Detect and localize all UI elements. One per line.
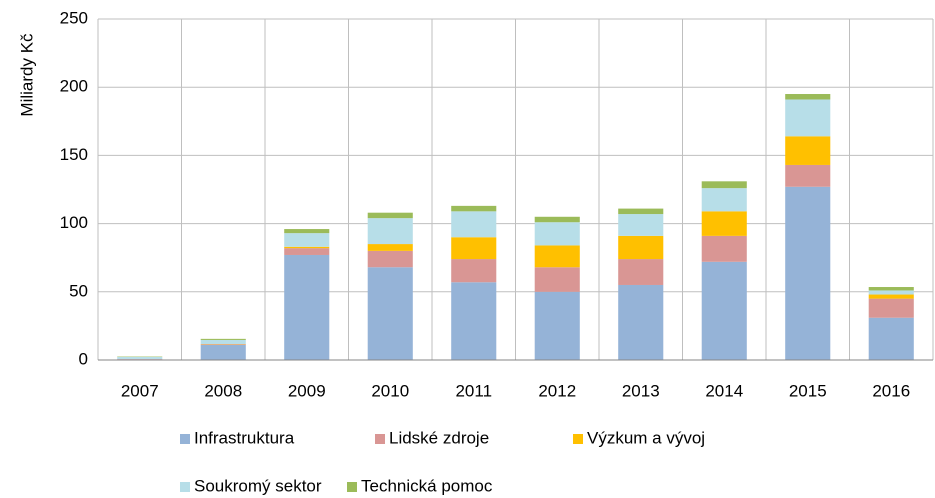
legend-swatch bbox=[347, 482, 357, 492]
bar-segment bbox=[618, 235, 664, 260]
bar-segment bbox=[200, 344, 246, 345]
bar-segment bbox=[367, 267, 413, 360]
bar-segment bbox=[451, 237, 497, 260]
legend-label: Technická pomoc bbox=[361, 476, 493, 495]
bar-segment bbox=[785, 94, 831, 100]
bar-segment bbox=[534, 267, 580, 292]
y-tick-label: 150 bbox=[60, 145, 88, 164]
x-tick-label: 2009 bbox=[288, 381, 326, 400]
x-tick-label: 2016 bbox=[872, 381, 910, 400]
bar-segment bbox=[200, 338, 246, 340]
legend-swatch bbox=[180, 482, 190, 492]
bar-segment bbox=[117, 356, 163, 360]
bar-segment bbox=[534, 291, 580, 360]
bar-segment bbox=[701, 261, 747, 360]
bar-segment bbox=[701, 181, 747, 189]
bar-segment bbox=[785, 136, 831, 165]
bar-segment bbox=[451, 259, 497, 283]
x-tick-label: 2010 bbox=[371, 381, 409, 400]
legend-label: Infrastruktura bbox=[194, 428, 295, 447]
bar-segment bbox=[534, 216, 580, 223]
bar-segment bbox=[451, 211, 497, 238]
y-tick-label: 50 bbox=[69, 281, 88, 300]
y-tick-label: 250 bbox=[60, 8, 88, 27]
x-tick-label: 2012 bbox=[538, 381, 576, 400]
legend-swatch bbox=[573, 434, 583, 444]
bar-segment bbox=[868, 298, 914, 318]
y-axis-label: Miliardy Kč bbox=[17, 33, 36, 117]
bar-segment bbox=[451, 282, 497, 360]
legend-label: Soukromý sektor bbox=[194, 476, 322, 495]
x-tick-label: 2015 bbox=[789, 381, 827, 400]
bar-segment bbox=[534, 222, 580, 246]
bar-segment bbox=[200, 344, 246, 360]
bar-segment bbox=[534, 245, 580, 268]
bar-segment bbox=[284, 233, 330, 247]
bar-segment bbox=[284, 246, 330, 249]
bar-segment bbox=[785, 99, 831, 137]
legend-label: Lidské zdroje bbox=[389, 428, 489, 447]
y-tick-label: 100 bbox=[60, 213, 88, 232]
bar-segment bbox=[200, 339, 246, 345]
y-tick-label: 200 bbox=[60, 77, 88, 96]
x-tick-label: 2014 bbox=[705, 381, 743, 400]
bar-segment bbox=[701, 235, 747, 262]
bar-segment bbox=[284, 229, 330, 234]
bar-segment bbox=[701, 188, 747, 212]
legend-swatch bbox=[180, 434, 190, 444]
bar-segment bbox=[701, 211, 747, 236]
x-tick-label: 2007 bbox=[121, 381, 159, 400]
bar-segment bbox=[868, 317, 914, 360]
bar-segment bbox=[451, 205, 497, 212]
bar-segment bbox=[868, 287, 914, 291]
x-tick-label: 2011 bbox=[455, 381, 492, 400]
bar-segment bbox=[868, 290, 914, 295]
bar-segment bbox=[785, 164, 831, 187]
bar-segment bbox=[367, 250, 413, 268]
bar-segment bbox=[284, 248, 330, 255]
bar-segment bbox=[618, 259, 664, 285]
y-tick-label: 0 bbox=[79, 349, 88, 368]
bar-segment bbox=[785, 186, 831, 360]
bar-segment bbox=[367, 212, 413, 219]
bar-segment bbox=[868, 294, 914, 299]
bar-segment bbox=[618, 284, 664, 360]
bar-segment bbox=[618, 208, 664, 215]
bar-segment bbox=[367, 244, 413, 251]
x-tick-label: 2008 bbox=[204, 381, 242, 400]
x-tick-label: 2013 bbox=[622, 381, 660, 400]
legend-label: Výzkum a vývoj bbox=[587, 428, 705, 447]
bar-segment bbox=[367, 218, 413, 245]
bar-segment bbox=[618, 214, 664, 236]
bar-segment bbox=[284, 254, 330, 360]
legend-swatch bbox=[375, 434, 385, 444]
